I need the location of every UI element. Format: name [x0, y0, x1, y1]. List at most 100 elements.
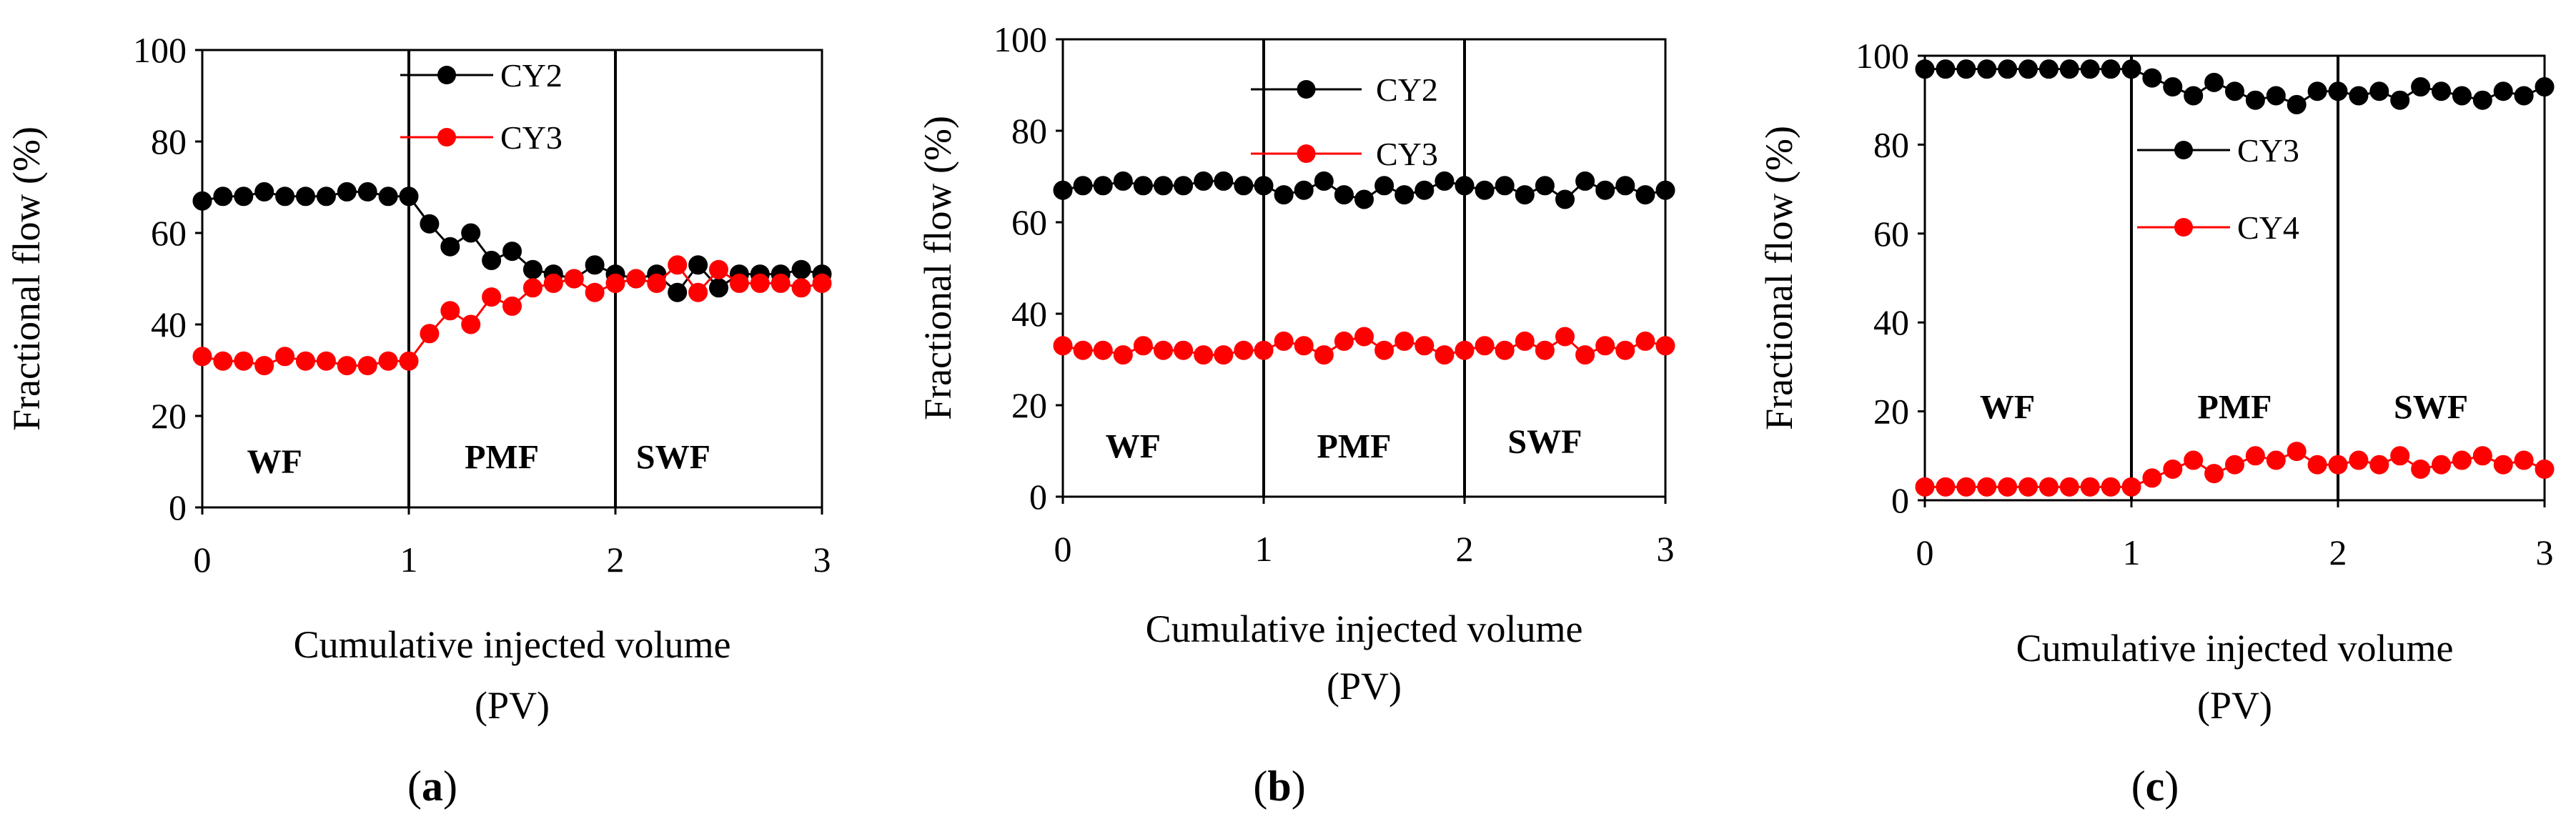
- data-point-cy4: [2142, 468, 2162, 488]
- stage-label: PMF: [2198, 388, 2272, 426]
- legend-marker-cy3: [1297, 144, 1316, 163]
- data-point-cy3: [357, 356, 377, 376]
- data-point-cy2: [688, 255, 708, 275]
- data-point-cy3: [1053, 336, 1073, 356]
- data-point-cy3: [1936, 59, 1956, 79]
- x-axis-label: (PV): [2197, 684, 2272, 727]
- data-point-cy3: [585, 282, 605, 302]
- data-point-cy3: [1998, 59, 2018, 79]
- stage-label: SWF: [636, 439, 710, 477]
- y-tick-label: 20: [1011, 385, 1047, 425]
- data-point-cy3: [192, 347, 212, 367]
- data-point-cy3: [275, 347, 295, 367]
- data-point-cy3: [1154, 340, 1173, 360]
- y-tick-label: 80: [1873, 124, 1909, 164]
- data-point-cy3: [668, 255, 688, 275]
- legend-marker-cy3: [2174, 141, 2193, 159]
- data-point-cy3: [440, 301, 460, 321]
- plot-frame: [1061, 38, 1667, 498]
- data-point-cy3: [1294, 336, 1314, 356]
- stage-label: WF: [247, 443, 302, 481]
- data-point-cy3: [1635, 331, 1655, 351]
- data-point-cy3: [1535, 340, 1555, 360]
- legend-label-cy3: CY3: [2237, 132, 2299, 169]
- data-point-cy4: [2163, 459, 2183, 479]
- data-point-cy3: [564, 269, 584, 289]
- data-point-cy3: [750, 273, 770, 293]
- data-point-cy3: [1174, 340, 1194, 360]
- legend-label-cy4: CY4: [2237, 209, 2299, 246]
- x-axis-label: Cumulative injected volume: [294, 623, 731, 666]
- y-tick-label: 100: [994, 19, 1047, 59]
- y-tick-label: 60: [1011, 202, 1047, 242]
- data-point-cy3: [2535, 77, 2555, 97]
- data-point-cy2: [791, 259, 811, 279]
- y-tick-label: 60: [1873, 214, 1909, 254]
- data-point-cy3: [1475, 336, 1495, 356]
- x-axis-label: (PV): [1327, 665, 1402, 708]
- data-point-cy4: [2059, 477, 2079, 497]
- data-point-cy2: [192, 191, 212, 211]
- data-point-cy2: [709, 278, 728, 298]
- y-tick-label: 80: [151, 121, 187, 162]
- data-point-cy4: [2018, 477, 2038, 497]
- data-point-cy4: [1936, 477, 1956, 497]
- data-point-cy3: [2432, 81, 2451, 101]
- data-point-cy2: [1374, 176, 1394, 196]
- x-tick-label: 0: [1916, 532, 1934, 572]
- chart-panel-a: 0 20 40 60 80 100 0 1 2 3 Cumulative injected volu…: [5, 30, 832, 810]
- data-point-cy2: [522, 259, 543, 279]
- data-point-cy3: [2101, 59, 2121, 79]
- stage-label: SWF: [1507, 423, 1582, 461]
- stage-label: WF: [1980, 388, 2035, 426]
- y-axis-label: Fractional flow (%): [916, 116, 959, 420]
- data-point-cy2: [1354, 189, 1374, 209]
- data-point-cy2: [1435, 171, 1455, 191]
- data-point-cy3: [1214, 345, 1234, 365]
- data-point-cy3: [2059, 59, 2079, 79]
- data-point-cy3: [502, 296, 522, 316]
- data-point-cy4: [2328, 455, 2348, 475]
- data-point-cy3: [2163, 77, 2183, 97]
- y-tick-label: 40: [1011, 294, 1047, 334]
- x-tick-label: 1: [400, 540, 418, 580]
- data-point-cy3: [2514, 86, 2534, 106]
- data-point-cy4: [2432, 455, 2451, 475]
- y-axis-label: Fractional flow (%): [1758, 126, 1800, 430]
- data-point-cy2: [1274, 185, 1294, 205]
- data-point-cy3: [399, 351, 419, 371]
- data-point-cy3: [337, 356, 357, 376]
- x-tick-label: 3: [1657, 529, 1675, 569]
- data-point-cy2: [1595, 180, 1615, 200]
- data-point-cy2: [1334, 185, 1354, 205]
- data-point-cy3: [1515, 331, 1535, 351]
- data-point-cy3: [1435, 345, 1455, 365]
- data-point-cy4: [2390, 446, 2410, 466]
- data-point-cy3: [461, 314, 481, 334]
- data-point-cy4: [2121, 477, 2141, 497]
- data-point-cy2: [668, 282, 688, 302]
- data-point-cy2: [1394, 185, 1415, 205]
- data-point-cy2: [420, 214, 440, 234]
- data-point-cy3: [2080, 59, 2100, 79]
- x-axis-label: (PV): [475, 684, 550, 727]
- data-point-cy2: [337, 182, 357, 202]
- y-tick-label: 100: [133, 30, 187, 70]
- data-point-cy3: [213, 351, 233, 371]
- data-point-cy2: [1575, 171, 1595, 191]
- data-point-cy4: [2245, 446, 2265, 466]
- data-point-cy4: [2184, 450, 2204, 470]
- data-point-cy4: [2101, 477, 2121, 497]
- y-tick-label: 80: [1011, 111, 1047, 151]
- data-point-cy3: [771, 273, 791, 293]
- data-point-cy3: [2225, 81, 2244, 101]
- data-point-cy2: [1133, 176, 1153, 196]
- x-tick-label: 2: [1456, 529, 1474, 569]
- legend-marker-cy2: [437, 66, 456, 84]
- data-point-cy3: [1455, 340, 1475, 360]
- data-point-cy2: [296, 187, 315, 207]
- data-point-cy2: [440, 237, 460, 257]
- stage-label: WF: [1106, 428, 1161, 466]
- data-point-cy3: [2184, 86, 2204, 106]
- data-point-cy3: [1915, 59, 1935, 79]
